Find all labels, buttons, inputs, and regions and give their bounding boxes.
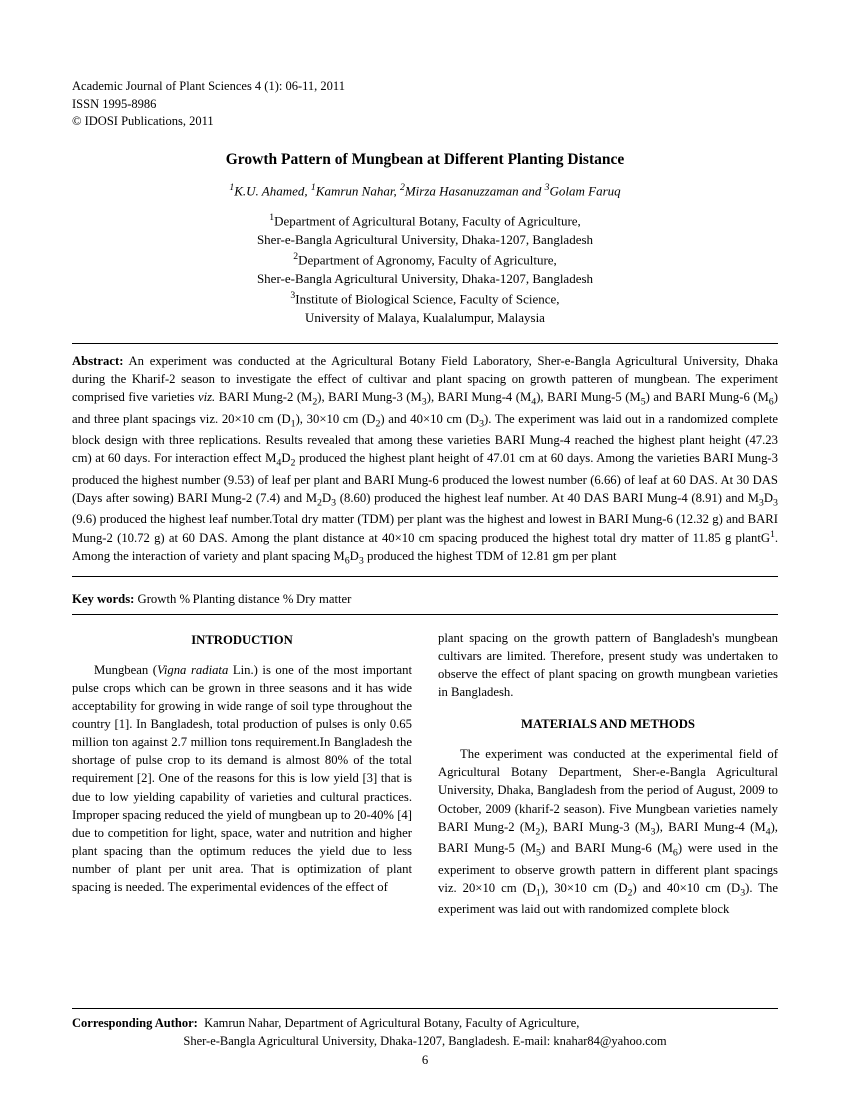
footer-text1: Kamrun Nahar, Department of Agricultural… <box>204 1016 579 1030</box>
paper-title: Growth Pattern of Mungbean at Different … <box>72 151 778 169</box>
issn: ISSN 1995-8986 <box>72 96 778 114</box>
footer-label: Corresponding Author: <box>72 1016 198 1030</box>
authors: 1K.U. Ahamed, 1Kamrun Nahar, 2Mirza Hasa… <box>72 182 778 199</box>
methods-head: MATERIALS AND METHODS <box>438 715 778 733</box>
page-number: 6 <box>72 1052 778 1070</box>
abstract-text: Abstract: An experiment was conducted at… <box>72 352 778 568</box>
intro-head: INTRODUCTION <box>72 631 412 649</box>
journal-ref: Academic Journal of Plant Sciences 4 (1)… <box>72 78 778 96</box>
copyright: © IDOSI Publications, 2011 <box>72 113 778 131</box>
left-column: INTRODUCTION Mungbean (Vigna radiata Lin… <box>72 629 412 918</box>
journal-header: Academic Journal of Plant Sciences 4 (1)… <box>72 78 778 131</box>
body-columns: INTRODUCTION Mungbean (Vigna radiata Lin… <box>72 629 778 918</box>
intro-paragraph: Mungbean (Vigna radiata Lin.) is one of … <box>72 661 412 895</box>
methods-paragraph: The experiment was conducted at the expe… <box>438 745 778 918</box>
abstract-label: Abstract: <box>72 354 123 368</box>
keywords-block: Key words: Growth % Planting distance % … <box>72 587 778 615</box>
footer-text2: Sher-e-Bangla Agricultural University, D… <box>72 1033 778 1051</box>
corresponding-author-footer: Corresponding Author: Kamrun Nahar, Depa… <box>72 1008 778 1070</box>
footer-line1: Corresponding Author: Kamrun Nahar, Depa… <box>72 1015 778 1033</box>
keywords-label: Key words: <box>72 592 134 606</box>
keywords-values: Growth % Planting distance % Dry matter <box>138 592 352 606</box>
affiliations: 1Department of Agricultural Botany, Facu… <box>72 211 778 328</box>
intro-continuation: plant spacing on the growth pattern of B… <box>438 629 778 701</box>
abstract-body: An experiment was conducted at the Agric… <box>72 354 778 563</box>
abstract-block: Abstract: An experiment was conducted at… <box>72 343 778 577</box>
right-column: plant spacing on the growth pattern of B… <box>438 629 778 918</box>
